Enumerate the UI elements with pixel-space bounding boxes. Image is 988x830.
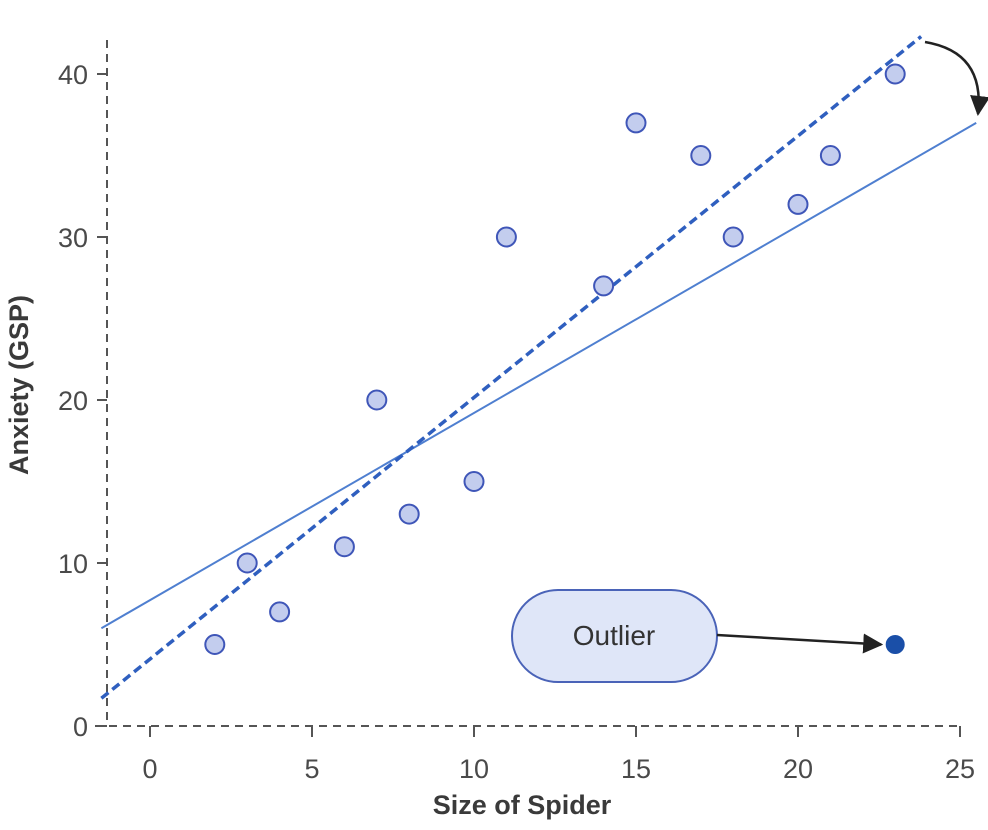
regression-line-with-outlier xyxy=(100,122,977,630)
x-tick-label: 25 xyxy=(945,754,975,784)
data-point xyxy=(269,601,291,623)
fit-lines xyxy=(100,35,977,700)
x-tick-label: 0 xyxy=(142,754,157,784)
y-tick-label: 0 xyxy=(73,712,88,742)
data-point xyxy=(787,193,809,215)
y-tick-label: 40 xyxy=(58,60,88,90)
y-axis-title: Anxiety (GSP) xyxy=(4,295,34,475)
data-point xyxy=(625,112,647,134)
x-tick-label: 5 xyxy=(304,754,319,784)
outlier-annotation: Outlier xyxy=(511,40,988,683)
outlier-point xyxy=(885,635,905,654)
data-point xyxy=(463,471,485,492)
x-tick-label: 20 xyxy=(783,754,813,784)
y-tick-label: 20 xyxy=(58,386,88,416)
data-points xyxy=(204,63,906,655)
data-point xyxy=(722,226,744,248)
data-point xyxy=(690,145,712,166)
regression-line-without-outlier xyxy=(100,35,923,700)
data-point xyxy=(884,63,906,85)
x-axis-title: Size of Spider xyxy=(433,790,612,820)
data-point xyxy=(819,145,841,166)
data-point xyxy=(593,275,615,297)
axes: 0 5 10 15 20 25 0 10 20 30 40 xyxy=(58,40,975,784)
data-point xyxy=(398,503,420,525)
line-shift-arrow xyxy=(924,40,988,116)
x-tick-label: 15 xyxy=(621,754,651,784)
y-tick-label: 30 xyxy=(58,223,88,253)
data-point xyxy=(236,552,258,574)
data-point xyxy=(333,536,355,558)
data-point xyxy=(204,634,226,655)
y-tick-label: 10 xyxy=(58,549,88,579)
x-tick-label: 10 xyxy=(459,754,489,784)
data-point xyxy=(495,226,517,248)
outlier-arrow xyxy=(716,633,884,654)
outlier-callout-label: Outlier xyxy=(573,620,655,651)
data-point xyxy=(366,389,388,411)
